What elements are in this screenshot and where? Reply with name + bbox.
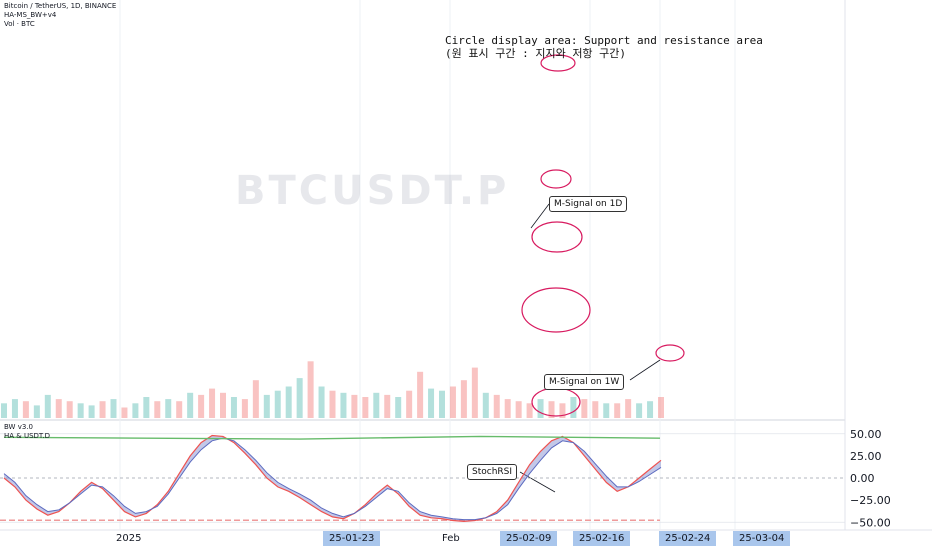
volume-bar (318, 386, 325, 418)
volume-bar (537, 399, 544, 418)
x-tick-label: 25-02-09 (500, 531, 558, 546)
volume-bar (592, 401, 599, 418)
x-tick-label: 2025 (116, 533, 142, 544)
osc-tick-label: −25.00 (850, 494, 891, 507)
volume-bar (603, 403, 610, 418)
volume-bar (296, 378, 303, 418)
volume-bar (581, 399, 588, 418)
volume-bar (88, 405, 95, 418)
stochrsi-pointer (519, 471, 556, 493)
msignal-1d-tag: M-Signal on 1D (549, 196, 628, 212)
support-resistance-circle (540, 169, 572, 189)
volume-bar (362, 397, 369, 418)
volume-bar (165, 399, 172, 418)
volume-bar (66, 401, 73, 418)
support-resistance-circle (521, 287, 591, 333)
x-tick-label: Feb (442, 533, 460, 544)
stoch-k-line (3, 434, 662, 523)
indicator-label-2[interactable]: Vol · BTC (4, 20, 35, 28)
volume-bar (351, 394, 358, 418)
volume-bar (329, 390, 336, 418)
symbol-title: Bitcoin / TetherUS, 1D, BINANCE (4, 2, 117, 10)
volume-bar (154, 401, 161, 418)
volume-bar (493, 394, 500, 418)
volume-bar (241, 399, 248, 418)
x-tick-label: 25-02-16 (573, 531, 631, 546)
volume-bar (406, 390, 413, 418)
volume-bar (11, 399, 18, 418)
volume-bar (77, 403, 84, 418)
volume-bar (526, 403, 533, 418)
volume-bar (1, 403, 7, 418)
osc-trend-line (3, 435, 661, 440)
volume-bar (373, 392, 380, 418)
volume-bar (99, 401, 106, 418)
x-tick-label: 25-03-04 (733, 531, 791, 546)
indicator-label-1[interactable]: HA-MS_BW+v4 (4, 11, 57, 19)
volume-bar (340, 392, 347, 418)
sub-indicator-label-2[interactable]: HA & USDT.D (4, 432, 50, 440)
msignal-1w-tag: M-Signal on 1W (544, 374, 625, 390)
volume-bar (110, 399, 117, 418)
volume-bar (285, 386, 292, 418)
volume-bar (658, 397, 664, 418)
volume-bar (252, 380, 259, 418)
volume-bar (44, 394, 51, 418)
volume-bar (636, 403, 643, 418)
volume-bar (230, 397, 237, 418)
volume-bar (132, 403, 139, 418)
volume-bar (548, 401, 555, 418)
stoch-fill (4, 435, 661, 522)
volume-bar (384, 394, 391, 418)
volume-bar (198, 394, 205, 418)
volume-bar (187, 392, 194, 418)
osc-tick-label: 50.00 (850, 428, 882, 441)
msignal-1d-pointer (530, 203, 550, 229)
volume-bar (504, 399, 511, 418)
volume-bar (143, 397, 150, 418)
volume-bar (449, 386, 456, 418)
volume-bar (263, 394, 270, 418)
volume-bar (307, 361, 314, 418)
support-resistance-circle (531, 221, 583, 253)
volume-bar (209, 388, 216, 418)
volume-bar (439, 390, 445, 418)
sub-indicator-label-1[interactable]: BW v3.0 (4, 423, 33, 431)
volume-bar (482, 392, 489, 418)
circle-area-note-kr: (원 표시 구간 : 지지와 저항 구간) (445, 47, 627, 60)
stochrsi-tag: StochRSI (467, 464, 518, 480)
volume-bar (22, 401, 29, 418)
volume-bar (55, 399, 62, 418)
stoch-d-line (3, 437, 662, 521)
symbol-watermark: BTCUSDT.P (235, 168, 510, 214)
volume-bar (515, 401, 522, 418)
msignal-1w-pointer (629, 359, 661, 381)
osc-tick-label: 0.00 (850, 472, 875, 485)
volume-bar (33, 405, 40, 418)
volume-bar (395, 397, 402, 418)
volume-bar (625, 399, 632, 418)
volume-bar (471, 367, 478, 418)
volume-bar (417, 371, 424, 418)
volume-bar (647, 401, 654, 418)
volume-bar (614, 403, 621, 418)
volume-bar (559, 403, 566, 418)
volume-bar (274, 390, 281, 418)
volume-bar (570, 397, 577, 418)
volume-bar (121, 407, 128, 418)
volume-bar (176, 401, 183, 418)
x-tick-label: 25-02-24 (659, 531, 717, 546)
volume-bar (220, 392, 226, 418)
x-tick-label: 25-01-23 (323, 531, 381, 546)
osc-tick-label: −50.00 (850, 516, 891, 529)
volume-bar (460, 380, 467, 418)
volume-bar (428, 388, 435, 418)
osc-tick-label: 25.00 (850, 450, 882, 463)
circle-area-note: Circle display area: Support and resista… (445, 34, 763, 47)
support-resistance-circle (655, 344, 685, 362)
support-resistance-circle (540, 54, 576, 72)
